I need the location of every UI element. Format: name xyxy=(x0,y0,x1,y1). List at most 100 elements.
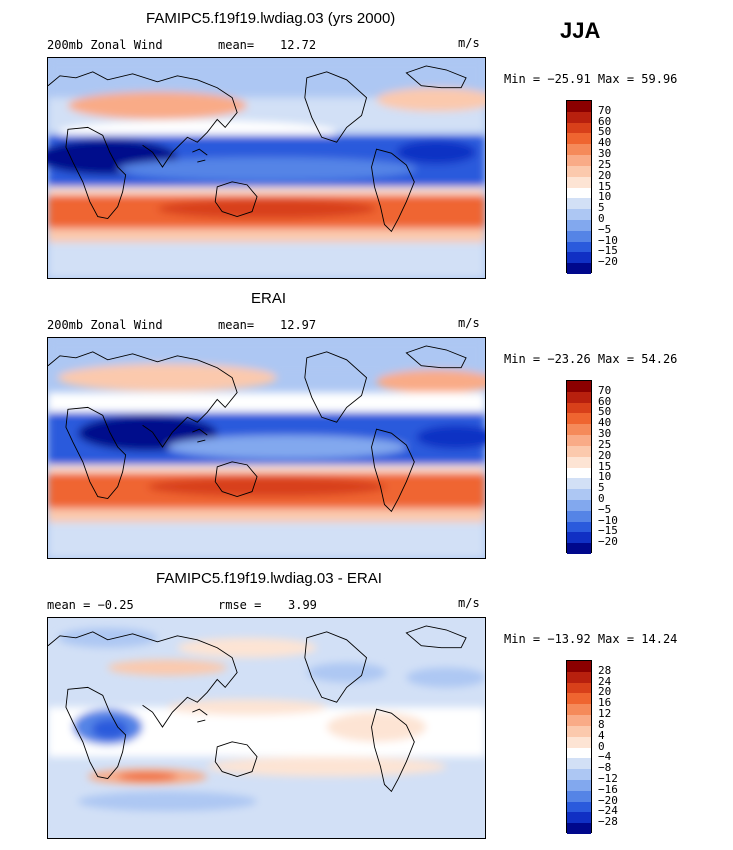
panel-1-colorbar-tick-label: −5 xyxy=(598,222,612,236)
panel-3-colorbar-swatch xyxy=(567,823,591,834)
panel-3-colorbar-swatch xyxy=(567,661,591,672)
panel-3-colorbar-tick-label: 24 xyxy=(598,674,612,688)
panel-1-colorbar xyxy=(566,100,592,274)
panel-2-colorbar-swatch xyxy=(567,499,591,511)
panel-2-colorbar-swatch xyxy=(567,478,591,490)
panel-2-colorbar-swatch xyxy=(567,543,591,554)
panel-3-colorbar-swatch xyxy=(567,801,591,813)
panel-3-colorbar xyxy=(566,660,592,834)
panel-3-colorbar-swatch xyxy=(567,704,591,716)
panel-3-colorbar-tick-label: −12 xyxy=(598,771,618,785)
panel-3-mean-label: mean = −0.25 xyxy=(47,598,134,612)
panel-1-stat-label: mean= xyxy=(218,38,255,52)
panel-1-colorbar-swatch xyxy=(567,187,591,199)
panel-2-colorbar-tick-label: 40 xyxy=(598,416,612,430)
panel-2-colorbar-swatch xyxy=(567,532,591,544)
panel-1-colorbar-swatch xyxy=(567,219,591,231)
panel-1-colorbar-swatch xyxy=(567,122,591,134)
panel-1-variable-label: 200mb Zonal Wind xyxy=(47,38,163,52)
panel-1-colorbar-tick-label: 0 xyxy=(598,211,605,225)
panel-3-colorbar-tick-label: 12 xyxy=(598,707,612,721)
panel-1-colorbar-swatch xyxy=(567,209,591,220)
panel-2-colorbar-tick-label: 0 xyxy=(598,491,605,505)
panel-3-colorbar-swatch xyxy=(567,715,591,726)
panel-2-colorbar-tick-label: −15 xyxy=(598,524,618,538)
panel-3-colorbar-tick-label: 28 xyxy=(598,663,612,677)
panel-3-coastlines xyxy=(48,625,467,793)
panel-1-colorbar-tick-label: 70 xyxy=(598,103,612,117)
panel-3-stat-value: 3.99 xyxy=(288,598,317,612)
panel-2-colorbar-swatch xyxy=(567,489,591,500)
panel-3-colorbar-swatch xyxy=(567,725,591,737)
panel-1-units: m/s xyxy=(458,36,480,50)
panel-3-colorbar-swatch xyxy=(567,736,591,748)
panel-2-colorbar-tick-label: 30 xyxy=(598,427,612,441)
panel-1-colorbar-swatch xyxy=(567,198,591,210)
panel-1-colorbar-swatch xyxy=(567,133,591,145)
panel-2-coastlines xyxy=(48,345,467,513)
panel-1-colorbar-tick-label: 50 xyxy=(598,125,612,139)
panel-3-colorbar-tick-label: 0 xyxy=(598,739,605,753)
panel-2-colorbar-swatch xyxy=(567,456,591,468)
panel-1-stat-value: 12.72 xyxy=(280,38,317,52)
panel-3-colorbar-swatch xyxy=(567,812,591,824)
panel-1-colorbar-swatch xyxy=(567,252,591,264)
panel-1-colorbar-swatch xyxy=(567,155,591,166)
panel-1-colorbar-tick-label: 40 xyxy=(598,136,612,150)
season-label: JJA xyxy=(560,18,601,43)
panel-2-stat-label: mean= xyxy=(218,318,255,332)
panel-3-colorbar-tick-label: −28 xyxy=(598,815,618,829)
panel-2-colorbar-swatch xyxy=(567,435,591,446)
panel-1-colorbar-swatch xyxy=(567,241,591,253)
panel-1-colorbar-swatch xyxy=(567,176,591,188)
panel-2-colorbar-tick-label: 50 xyxy=(598,405,612,419)
panel-2-colorbar-tick-label: −20 xyxy=(598,535,618,549)
panel-2-colorbar-tick-label: 60 xyxy=(598,394,612,408)
panel-3-colorbar-tick-label: −24 xyxy=(598,804,618,818)
panel-1-colorbar-swatch xyxy=(567,101,591,112)
panel-1-colorbar-tick-label: 5 xyxy=(598,201,605,215)
panel-3-map-svg xyxy=(48,618,485,838)
panel-1-colorbar-tick-label: 10 xyxy=(598,190,612,204)
panel-2-colorbar-swatch xyxy=(567,521,591,533)
panel-2-map xyxy=(47,337,486,559)
panel-2-colorbar-tick-label: −10 xyxy=(598,513,618,527)
panel-3-colorbar-swatch xyxy=(567,682,591,694)
panel-2-colorbar xyxy=(566,380,592,554)
panel-2-colorbar-swatch xyxy=(567,445,591,457)
panel-2-colorbar-swatch xyxy=(567,402,591,414)
panel-1-coastlines xyxy=(48,65,467,233)
panel-3-units: m/s xyxy=(458,596,480,610)
panel-3-colorbar-tick-label: −8 xyxy=(598,761,612,775)
panel-1-colorbar-swatch xyxy=(567,263,591,274)
panel-1-colorbar-swatch xyxy=(567,111,591,123)
panel-3-colorbar-tick-label: 8 xyxy=(598,717,605,731)
panel-2-map-svg xyxy=(48,338,485,558)
panel-1-colorbar-swatch xyxy=(567,144,591,156)
panel-3-colorbar-swatch xyxy=(567,769,591,780)
panel-1-colorbar-tick-label: 15 xyxy=(598,179,612,193)
panel-3-title: FAMIPC5.f19f19.lwdiag.03 - ERAI xyxy=(156,570,382,587)
panel-2-colorbar-swatch xyxy=(567,510,591,522)
panel-1-colorbar-tick-label: −20 xyxy=(598,255,618,269)
panel-3-colorbar-swatch xyxy=(567,779,591,791)
panel-2-colorbar-tick-label: −5 xyxy=(598,502,612,516)
panel-2-colorbar-swatch xyxy=(567,391,591,403)
panel-1-minmax: Min = −25.91 Max = 59.96 xyxy=(504,72,678,86)
panel-2-colorbar-swatch xyxy=(567,424,591,436)
panel-2-title: ERAI xyxy=(251,290,287,307)
panel-3-colorbar-tick-label: 16 xyxy=(598,696,612,710)
panel-1-colorbar-tick-label: 20 xyxy=(598,168,612,182)
panel-2-colorbar-tick-label: 15 xyxy=(598,459,612,473)
panel-3-colorbar-swatch xyxy=(567,790,591,802)
panel-3-colorbar-tick-label: 20 xyxy=(598,685,612,699)
panel-2-colorbar-tick-label: 10 xyxy=(598,470,612,484)
panel-2-units: m/s xyxy=(458,316,480,330)
panel-2-colorbar-tick-label: 70 xyxy=(598,383,612,397)
panel-2-colorbar-tick-label: 5 xyxy=(598,481,605,495)
panel-2-colorbar-swatch xyxy=(567,467,591,479)
panel-1-colorbar-tick-label: 30 xyxy=(598,147,612,161)
panel-3-colorbar-tick-label: −4 xyxy=(598,750,612,764)
panel-2-colorbar-tick-label: 20 xyxy=(598,448,612,462)
panel-1-colorbar-tick-label: −15 xyxy=(598,244,618,258)
